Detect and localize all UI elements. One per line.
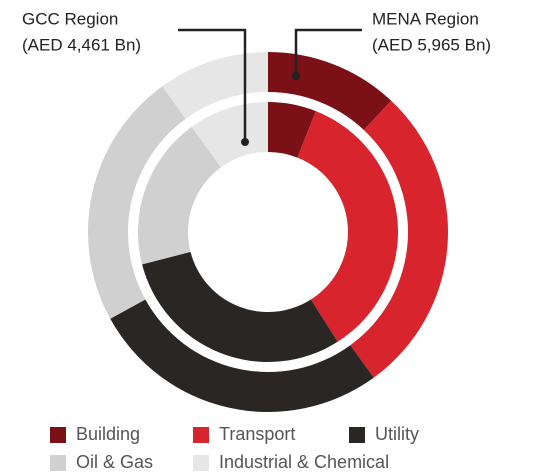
mena-subtitle: (AED 5,965 Bn) [372,35,491,54]
ring-segment [268,102,316,158]
ring-segment [88,86,186,319]
ring-segment [138,126,221,265]
ring-segment [142,251,338,362]
legend-label: Utility [375,424,419,444]
ring-segment [162,52,268,119]
mena-title: MENA Region [372,9,479,28]
ring-segment [297,111,398,342]
legend-swatch [193,455,209,471]
ring-segment [268,52,392,130]
mena-dot [292,72,300,80]
legend-swatch [50,455,66,471]
ring-gap [131,95,405,369]
gcc-subtitle: (AED 4,461 Bn) [22,35,141,54]
ring-segment [110,299,374,413]
ring-segment [191,102,268,168]
legend-swatch [50,427,66,443]
gcc-leader [178,28,247,142]
gcc-title: GCC Region [22,9,118,28]
legend-swatch [349,427,365,443]
mena-leader [294,28,362,76]
legend-swatch [193,427,209,443]
gcc-dot [241,138,249,146]
legend-label: Transport [219,424,295,444]
ring-segment [350,100,448,378]
legend-label: Building [76,424,140,444]
legend-label: Industrial & Chemical [219,452,389,472]
legend-label: Oil & Gas [76,452,153,472]
